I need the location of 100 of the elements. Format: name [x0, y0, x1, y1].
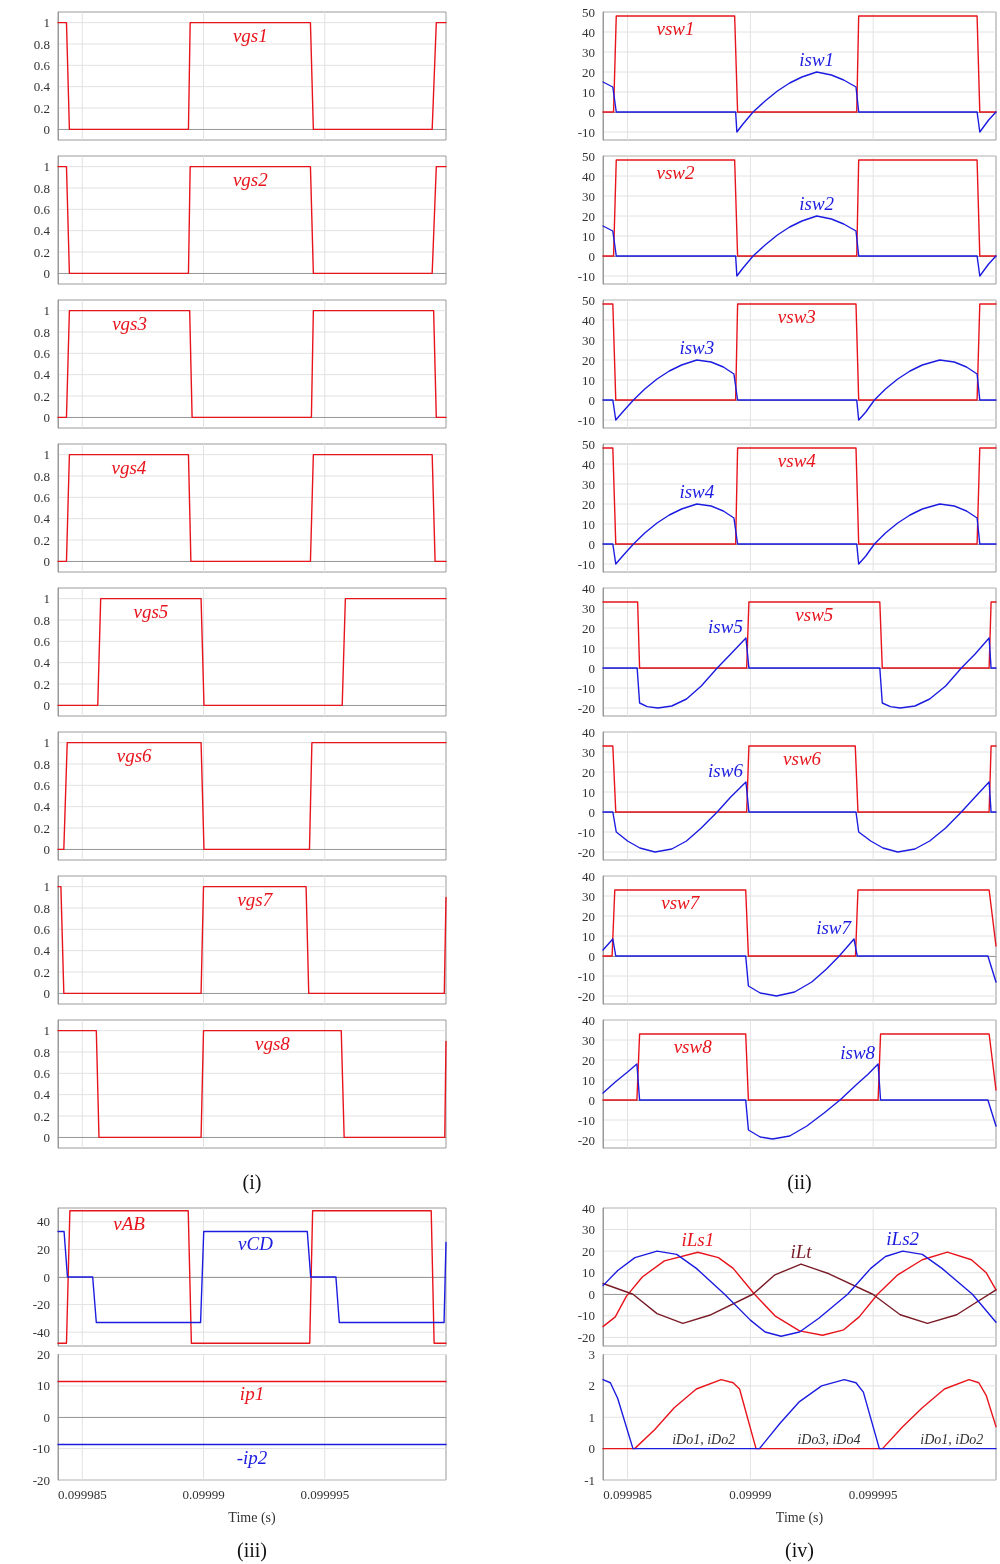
line-series — [602, 1063, 997, 1140]
y-tick-label: 40 — [582, 168, 595, 184]
y-tick-label: 10 — [582, 372, 595, 388]
y-tick-label: 40 — [582, 456, 595, 472]
annotation: iDo1, iDo2 — [672, 1432, 736, 1448]
y-tick-label: 30 — [582, 1032, 595, 1048]
y-tick-label: -10 — [577, 268, 595, 284]
x-axis-title: Time (s) — [775, 1509, 824, 1526]
y-tick-label: 0 — [588, 1441, 595, 1457]
y-tick-label: -20 — [32, 1297, 50, 1313]
series-label: isw5 — [708, 615, 743, 637]
y-tick-label: 40 — [582, 724, 595, 740]
line-series — [602, 71, 997, 133]
x-axis-title: Time (s) — [228, 1509, 276, 1526]
series-label: vgs4 — [111, 456, 147, 478]
y-tick-label: 0 — [588, 392, 595, 408]
y-tick-label: 10 — [582, 784, 595, 800]
y-tick-label: 40 — [582, 1200, 595, 1216]
series-label: isw3 — [679, 337, 715, 358]
y-tick-label: 0.8 — [33, 612, 50, 628]
y-tick-label: 0.2 — [33, 676, 50, 692]
y-tick-label: 0.6 — [33, 57, 51, 73]
series-label: vCD — [238, 1233, 274, 1255]
series-label: vsw3 — [777, 306, 816, 327]
line-series — [602, 359, 997, 421]
line-series — [602, 637, 997, 709]
y-tick-label: 0.6 — [33, 201, 51, 217]
y-tick-label: 40 — [37, 1214, 50, 1230]
x-tick-label: 0.09999 — [729, 1487, 772, 1502]
y-tick-label: -10 — [577, 1308, 595, 1324]
y-tick-label: -10 — [577, 124, 595, 140]
text: (i) — [242, 1171, 262, 1194]
y-tick-label: 0.2 — [33, 100, 50, 116]
y-tick-label: 1 — [43, 303, 50, 319]
y-tick-label: -20 — [32, 1472, 50, 1488]
text: (ii) — [787, 1171, 812, 1194]
series-label: vgs7 — [237, 888, 274, 910]
series-label: isw7 — [816, 916, 853, 938]
series-label: ip1 — [239, 1383, 265, 1405]
series-label: vsw2 — [656, 162, 695, 183]
series-label: vgs1 — [232, 24, 268, 46]
series-label: isw8 — [840, 1041, 876, 1063]
y-tick-label: 40 — [582, 312, 595, 328]
y-tick-label: 0 — [43, 985, 50, 1001]
y-tick-label: 0 — [43, 1409, 50, 1425]
y-tick-label: 40 — [582, 1012, 595, 1028]
y-tick-label: 30 — [582, 476, 595, 492]
y-tick-label: 30 — [582, 44, 595, 60]
y-tick-label: 0.4 — [33, 511, 51, 527]
series-label: vgs2 — [232, 168, 269, 190]
y-tick-label: 50 — [582, 148, 595, 164]
y-tick-label: 0 — [43, 697, 50, 713]
y-tick-label: 1 — [43, 591, 50, 607]
series-label: iLs1 — [681, 1229, 715, 1251]
y-tick-label: 20 — [37, 1347, 50, 1362]
y-tick-label: 0.2 — [33, 964, 50, 980]
y-tick-label: 1 — [43, 159, 50, 175]
y-tick-label: 0.8 — [33, 180, 50, 196]
y-tick-label: 10 — [582, 928, 595, 944]
y-tick-label: 0.6 — [33, 921, 51, 937]
series-label: isw1 — [799, 49, 835, 70]
y-tick-label: 1 — [43, 879, 50, 895]
y-tick-label: 30 — [582, 332, 595, 348]
series-label: vsw6 — [783, 748, 822, 769]
y-tick-label: 0 — [43, 841, 50, 857]
y-tick-label: 30 — [582, 600, 595, 616]
y-tick-label: 2 — [588, 1378, 595, 1394]
y-tick-label: 20 — [582, 1243, 595, 1259]
x-tick-label: 0.099985 — [603, 1487, 652, 1502]
y-tick-label: 0 — [43, 121, 50, 137]
y-tick-label: 20 — [37, 1241, 50, 1257]
y-tick-label: 10 — [37, 1378, 50, 1394]
line-series — [602, 215, 997, 277]
series-label: vsw1 — [656, 18, 695, 39]
y-tick-label: 0 — [43, 1269, 50, 1285]
y-tick-label: 50 — [582, 292, 595, 308]
y-tick-label: 30 — [582, 1222, 595, 1238]
series-label: iLt — [790, 1241, 813, 1263]
y-tick-label: 0.6 — [33, 1065, 51, 1081]
series-label: iLs2 — [886, 1228, 920, 1250]
y-tick-label: 0.6 — [33, 345, 51, 361]
y-tick-label: 0 — [588, 248, 595, 264]
y-tick-label: 0 — [588, 804, 595, 820]
y-tick-label: 50 — [582, 436, 595, 452]
y-tick-label: 1 — [588, 1409, 595, 1425]
line-series — [602, 781, 997, 853]
y-tick-label: 0.2 — [33, 532, 50, 548]
line-series — [602, 1263, 997, 1325]
y-tick-label: 30 — [582, 888, 595, 904]
x-tick-label: 0.099985 — [57, 1487, 107, 1502]
y-tick-label: 10 — [582, 84, 595, 100]
y-tick-label: 0.4 — [33, 1087, 51, 1103]
y-tick-label: 0.8 — [33, 324, 50, 340]
series-label: vsw5 — [795, 604, 834, 625]
y-tick-label: 0.2 — [33, 820, 50, 836]
y-tick-label: 0 — [588, 660, 595, 676]
y-tick-label: -40 — [32, 1324, 50, 1340]
y-tick-label: 0 — [43, 553, 50, 569]
y-tick-label: 20 — [582, 620, 595, 636]
y-tick-label: 0.2 — [33, 388, 50, 404]
